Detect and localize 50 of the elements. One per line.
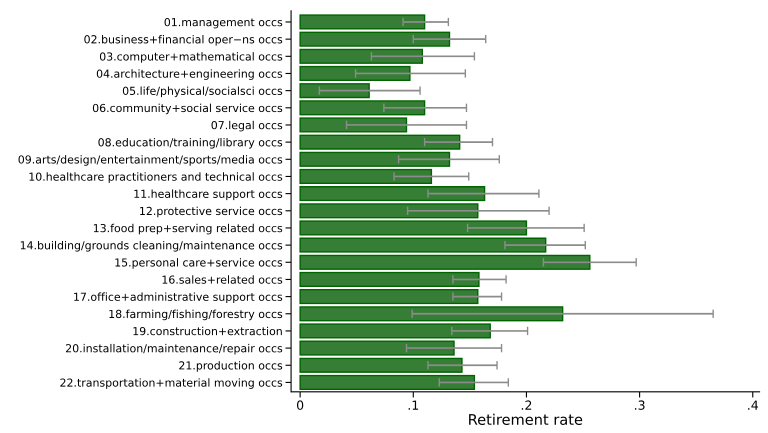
bar [299,14,426,30]
y-tick-label: 03.computer+mathematical occs [100,52,282,63]
y-tick-label: 05.life/physical/socialsci occs [122,86,282,98]
y-tick-label: 09.arts/design/entertainment/sports/media occs [18,155,282,166]
y-tick-label: 07.legal occs [211,120,282,132]
y-tick-label: 15.personal care+service occs [115,258,282,269]
bar [299,117,408,133]
y-tick-label: 06.community+social service occs [92,104,282,114]
bar [299,358,463,373]
y-tick-label: 10.healthcare practitioners and technical occs [29,172,282,183]
bar [299,48,424,64]
bar [299,66,411,82]
y-tick-label: 17.office+administrative support occs [74,292,282,304]
bar [299,32,450,47]
x-axis-title: Retirement rate [469,414,582,425]
y-tick-label: 19.construction+extraction [133,326,282,336]
y-tick-label: 13.food prep+serving related occs [94,224,282,234]
bar [299,340,455,356]
bar [299,306,564,322]
y-tick-label: 02.business+financial oper−ns occs [84,34,282,46]
bar [299,374,476,390]
y-tick-label: 08.education/training/library occs [98,138,282,149]
bar [299,203,478,218]
bar [299,83,370,98]
x-tick-label: .1 [408,400,418,410]
x-tick-label: .3 [634,400,645,410]
bar [299,272,480,287]
y-tick-label: 04.architecture+engineering occs [96,69,282,80]
bar [299,289,478,304]
bar [299,152,450,167]
y-tick-label: 20.installation/maintenance/repair occs [66,344,282,355]
y-tick-label: 12.protective service occs [140,206,282,218]
y-tick-label: 21.production occs [179,361,282,372]
x-tick-label: 0 [296,400,304,410]
bar [299,100,426,116]
y-tick-label: 18.farming/fishing/forestry occs [109,310,282,320]
y-tick-label: 22.transportation+material moving occs [60,378,282,389]
bar [299,323,491,338]
bar [299,238,546,253]
bar [299,168,432,184]
x-tick-label: .4 [748,400,758,410]
bar [299,220,528,236]
x-tick-label: .2 [522,400,532,410]
bar [299,254,591,270]
bar [299,186,486,202]
y-tick-label: 14.building/grounds cleaning/maintenance occs [20,240,282,252]
bar [299,134,460,150]
y-tick-label: 01.management occs [164,18,282,28]
y-tick-label: 16.sales+related occs [162,275,282,284]
y-tick-label: 11.healthcare support occs [134,189,282,200]
